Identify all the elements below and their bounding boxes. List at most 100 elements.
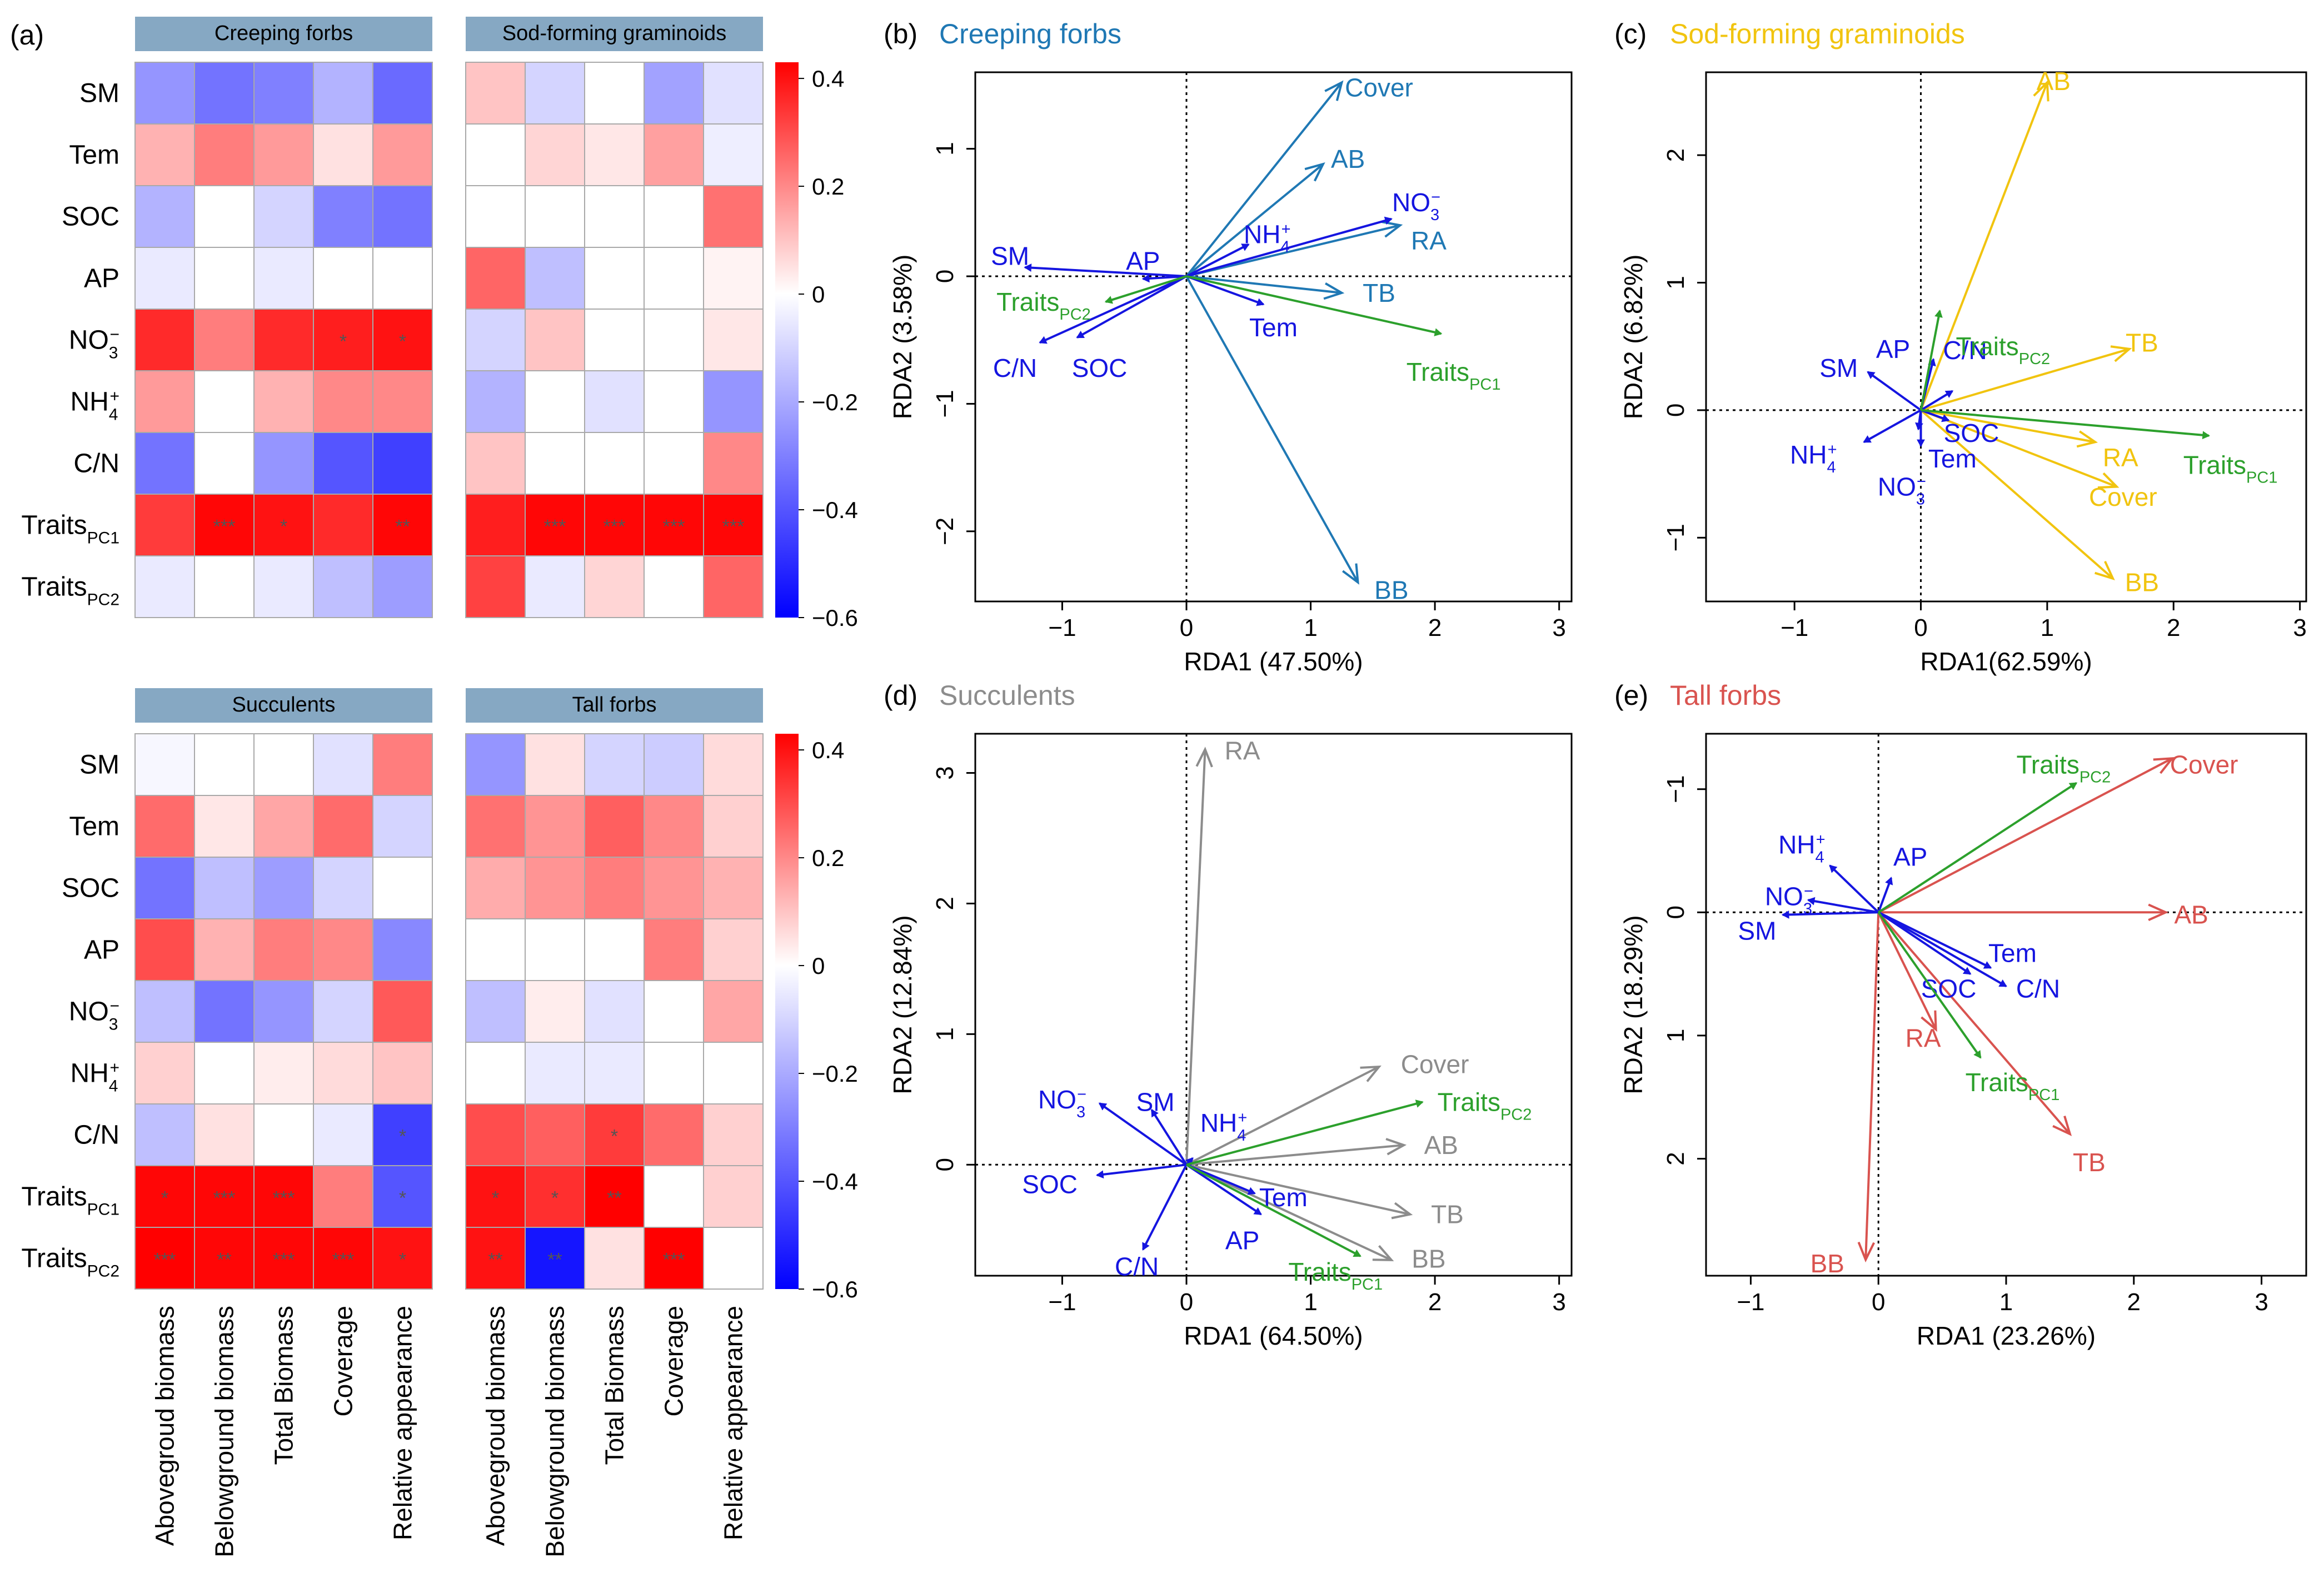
heatmap-cell: [253, 309, 314, 371]
heatmap-cell: [644, 309, 704, 371]
arrow-head: [2052, 1116, 2072, 1136]
arrow-head: [1415, 1100, 1424, 1108]
significance-mark: **: [217, 1250, 231, 1271]
arrow-head: [2094, 560, 2115, 580]
heatmap-title: Tall forbs: [572, 693, 656, 717]
arrow-shaft: [1919, 82, 2048, 411]
heatmap-cell: [313, 1227, 373, 1290]
heatmap-cell: [644, 1165, 704, 1228]
heatmap-cell: [313, 555, 373, 618]
heatmap-cell: [584, 733, 645, 796]
heatmap-cell: [194, 123, 255, 186]
arrow-shaft: [1039, 275, 1187, 344]
heatmap-cell: [703, 1165, 764, 1228]
significance-mark: ***: [722, 516, 745, 538]
arrow-shaft: [1186, 1144, 1404, 1166]
row-label: TraitsPC1: [21, 1182, 119, 1219]
significance-mark: ***: [663, 516, 685, 538]
heatmap-cell: [703, 733, 764, 796]
arrow-head: [2148, 903, 2169, 921]
significance-mark: ***: [604, 516, 626, 538]
row-label: TraitsPC1: [21, 511, 119, 548]
heatmap-cell: [194, 247, 255, 310]
heatmap-cell: [194, 62, 255, 125]
heatmap-cell: [584, 309, 645, 371]
arrow-label: SOC: [1944, 419, 1999, 447]
arrow-label: SM: [1136, 1088, 1175, 1117]
arrow-label: BB: [1811, 1249, 1844, 1278]
arrow-label: TraitsPC1: [1288, 1257, 1383, 1294]
significance-mark: *: [280, 516, 287, 538]
significance-mark: *: [399, 331, 406, 352]
y-tick-label: 0: [931, 1158, 959, 1171]
arrow-label: AP: [1876, 335, 1910, 364]
heatmap-cell: [372, 857, 433, 919]
heatmap-cell: [584, 980, 645, 1043]
heatmap-cell: [253, 62, 314, 125]
row-label: SOC: [62, 202, 119, 232]
heatmap-cell: [644, 494, 704, 556]
arrow-head: [1962, 967, 1972, 975]
arrow-head: [1983, 961, 1992, 969]
heatmap-cell: [134, 494, 195, 556]
arrow-shaft: [1105, 275, 1187, 303]
heatmap-cell: [465, 980, 526, 1043]
heatmap-cell: [465, 123, 526, 186]
heatmap-cell: [313, 494, 373, 556]
row-label: SM: [79, 79, 119, 108]
heatmap-cell: [525, 247, 585, 310]
heatmap-cell: [194, 795, 255, 858]
arrow-head: [1885, 877, 1893, 885]
heatmap-cell: [644, 918, 704, 981]
heatmap-cell: [703, 123, 764, 186]
arrow-head: [1104, 296, 1113, 304]
significance-mark: *: [161, 1188, 168, 1209]
significance-mark: ***: [213, 1188, 236, 1209]
heatmap-cell: [194, 1042, 255, 1105]
heatmap-cell: [703, 857, 764, 919]
arrow-label: NO3−: [1765, 882, 1813, 918]
row-label: C/N: [73, 1121, 119, 1150]
plot-frame: [974, 733, 1573, 1277]
arrow-label: TB: [1431, 1200, 1464, 1229]
heatmap-cell: [465, 1103, 526, 1166]
heatmap-cell: [465, 1165, 526, 1228]
arrow-shaft: [1186, 243, 1249, 277]
arrow-shaft: [1920, 409, 2114, 580]
panel-label: (b): [884, 18, 917, 49]
arrow-shaft: [1186, 275, 1442, 335]
column-label: Belowground biomass: [541, 1306, 570, 1558]
arrow-head: [1151, 1108, 1159, 1118]
heatmap-cell: [372, 1165, 433, 1228]
arrow-label: Cover: [2170, 750, 2238, 779]
arrow-head: [1944, 390, 1954, 398]
heatmap-cell: [313, 247, 373, 310]
heatmap-cell: [194, 309, 255, 371]
heatmap-cell: [525, 185, 585, 248]
heatmap-cell: [644, 795, 704, 858]
heatmap-cell: [644, 857, 704, 919]
heatmap-cell: [465, 795, 526, 858]
heatmap-cell: [253, 1165, 314, 1228]
arrow-shaft: [1186, 275, 1264, 306]
heatmap-cell: [525, 62, 585, 125]
arrow-label: AB: [1331, 145, 1365, 173]
heatmap-cell: [525, 795, 585, 858]
arrow-shaft: [1878, 911, 1971, 975]
arrow-shaft: [1186, 1066, 1380, 1166]
arrow-shaft: [1185, 82, 1343, 277]
arrow-shaft: [1877, 911, 2071, 1135]
arrow-shaft: [1864, 912, 1880, 1260]
row-label: TraitsPC2: [21, 573, 119, 609]
significance-mark: ***: [213, 516, 236, 538]
heatmap-cell: [703, 1042, 764, 1105]
panel-label: (e): [1614, 680, 1648, 711]
arrow-head: [1324, 80, 1344, 101]
x-tick-label: −1: [1781, 614, 1808, 641]
heatmap-cell: [194, 555, 255, 618]
column-label: Total Biomass: [270, 1306, 298, 1465]
arrow-label: Cover: [1401, 1049, 1469, 1078]
arrow-head: [1098, 1102, 1108, 1111]
heatmap-cell: [194, 918, 255, 981]
arrow-label: RA: [2103, 443, 2138, 472]
